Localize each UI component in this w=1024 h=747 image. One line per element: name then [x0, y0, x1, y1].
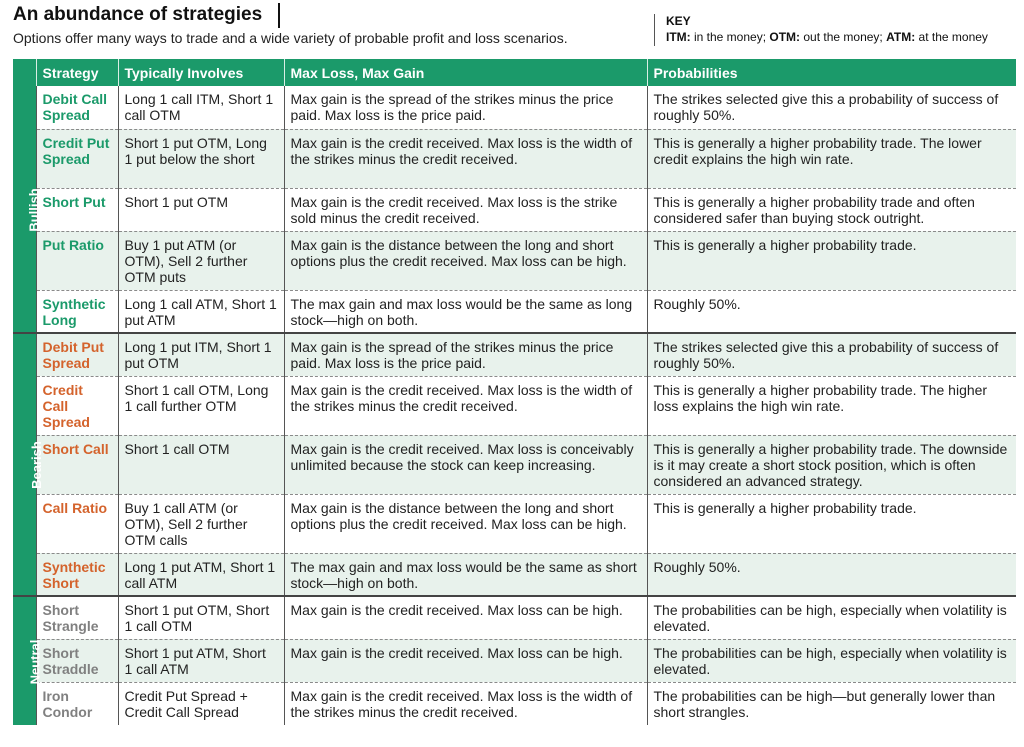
column-header-probabilities: Probabilities [646, 59, 1016, 86]
maxlossgain-cell: The max gain and max loss would be the s… [283, 290, 647, 334]
maxlossgain-cell: The max gain and max loss would be the s… [283, 553, 647, 597]
key-text: ITM: in the money; OTM: out the money; A… [666, 29, 988, 45]
group-label-bullish: Bullish [13, 86, 42, 334]
table-row: Synthetic Long Long 1 call ATM, Short 1 … [13, 290, 1016, 334]
table-row: Short Put Short 1 put OTM Max gain is th… [13, 188, 1016, 232]
involves-cell: Long 1 call ITM, Short 1 call OTM [117, 86, 284, 130]
strategies-table: Strategy Typically Involves Max Loss, Ma… [13, 59, 1016, 725]
strategy-cell: Credit Put Spread [35, 129, 118, 189]
strategy-cell: Debit Call Spread [35, 86, 118, 130]
key-desc: out the money; [800, 30, 887, 44]
maxlossgain-cell: Max gain is the credit received. Max los… [283, 129, 647, 189]
text-cursor [278, 3, 280, 28]
involves-cell: Short 1 put OTM, Long 1 put below the sh… [117, 129, 284, 189]
table-row: Synthetic Short Long 1 put ATM, Short 1 … [13, 553, 1016, 597]
involves-cell: Short 1 put OTM, Short 1 call OTM [117, 596, 284, 640]
involves-cell: Buy 1 call ATM (or OTM), Sell 2 further … [117, 494, 284, 554]
key-abbr: ITM: [666, 30, 691, 44]
table-row: Iron Condor Credit Put Spread + Credit C… [13, 682, 1016, 725]
probabilities-cell: Roughly 50%. [646, 290, 1016, 334]
table-row: Bullish Debit Call Spread Long 1 call IT… [13, 86, 1016, 334]
involves-cell: Long 1 put ITM, Short 1 put OTM [117, 333, 284, 377]
involves-cell: Short 1 put ATM, Short 1 call ATM [117, 639, 284, 683]
probabilities-cell: This is generally a higher probability t… [646, 494, 1016, 554]
key-label: KEY [666, 14, 691, 28]
probabilities-cell: This is generally a higher probability t… [646, 231, 1016, 291]
strategy-cell: Short Call [35, 435, 118, 495]
probabilities-cell: The strikes selected give this a probabi… [646, 333, 1016, 377]
probabilities-cell: This is generally a higher probability t… [646, 435, 1016, 495]
strategy-cell: Short Put [35, 188, 118, 232]
involves-cell: Buy 1 put ATM (or OTM), Sell 2 further O… [117, 231, 284, 291]
key-legend: KEY ITM: in the money; OTM: out the mone… [654, 14, 988, 46]
table-row: Short Straddle Short 1 put ATM, Short 1 … [13, 639, 1016, 683]
key-desc: in the money; [690, 30, 770, 44]
group-label-neutral: Neutral [13, 596, 42, 725]
involves-cell: Short 1 call OTM [117, 435, 284, 495]
key-abbr: ATM: [886, 30, 916, 44]
page-title: An abundance of strategies [13, 4, 263, 25]
group-label-bearish: Bearish [13, 333, 44, 597]
strategy-cell: Credit Call Spread [35, 376, 118, 436]
strategy-cell: Short Strangle [35, 596, 118, 640]
strategy-cell: Put Ratio [35, 231, 118, 291]
strategy-cell: Synthetic Short [35, 553, 118, 597]
table-header-row: Strategy Typically Involves Max Loss, Ma… [13, 59, 1016, 86]
maxlossgain-cell: Max gain is the credit received. Max los… [283, 682, 647, 725]
key-abbr: OTM: [769, 30, 801, 44]
probabilities-cell: This is generally a higher probability t… [646, 376, 1016, 436]
probabilities-cell: The strikes selected give this a probabi… [646, 86, 1016, 130]
column-header-strategy: Strategy [35, 59, 118, 86]
maxlossgain-cell: Max gain is the credit received. Max los… [283, 188, 647, 232]
strategy-cell: Call Ratio [35, 494, 118, 554]
strategy-cell: Debit Put Spread [35, 333, 118, 377]
group-header-cell [13, 59, 36, 86]
maxlossgain-cell: Max gain is the credit received. Max los… [283, 376, 647, 436]
maxlossgain-cell: Max gain is the distance between the lon… [283, 231, 647, 291]
probabilities-cell: This is generally a higher probability t… [646, 129, 1016, 189]
maxlossgain-cell: Max gain is the credit received. Max los… [283, 596, 647, 640]
table-row: Put Ratio Buy 1 put ATM (or OTM), Sell 2… [13, 231, 1016, 291]
involves-cell: Credit Put Spread + Credit Call Spread [117, 682, 284, 725]
involves-cell: Short 1 call OTM, Long 1 call further OT… [117, 376, 284, 436]
table-row: Bearish Debit Put Spread Long 1 put ITM,… [13, 333, 1016, 597]
strategy-cell: Short Straddle [35, 639, 118, 683]
involves-cell: Long 1 put ATM, Short 1 call ATM [117, 553, 284, 597]
table-row: Credit Put Spread Short 1 put OTM, Long … [13, 129, 1016, 189]
involves-cell: Short 1 put OTM [117, 188, 284, 232]
strategy-cell: Synthetic Long [35, 290, 118, 334]
strategy-cell: Iron Condor [35, 682, 118, 725]
probabilities-cell: The probabilities can be high, especiall… [646, 639, 1016, 683]
table-row: Call Ratio Buy 1 call ATM (or OTM), Sell… [13, 494, 1016, 554]
probabilities-cell: This is generally a higher probability t… [646, 188, 1016, 232]
maxlossgain-cell: Max gain is the credit received. Max los… [283, 435, 647, 495]
table-row: Credit Call Spread Short 1 call OTM, Lon… [13, 376, 1016, 436]
page-subtitle: Options offer many ways to trade and a w… [13, 30, 568, 46]
probabilities-cell: Roughly 50%. [646, 553, 1016, 597]
maxlossgain-cell: Max gain is the spread of the strikes mi… [283, 333, 647, 377]
maxlossgain-cell: Max gain is the distance between the lon… [283, 494, 647, 554]
probabilities-cell: The probabilities can be high, especiall… [646, 596, 1016, 640]
maxlossgain-cell: Max gain is the spread of the strikes mi… [283, 86, 647, 130]
column-header-maxlossgain: Max Loss, Max Gain [283, 59, 647, 86]
table-row: Neutral Short Strangle Short 1 put OTM, … [13, 596, 1016, 725]
table-row: Short Call Short 1 call OTM Max gain is … [13, 435, 1016, 495]
probabilities-cell: The probabilities can be high—but genera… [646, 682, 1016, 725]
column-header-involves: Typically Involves [117, 59, 284, 86]
key-desc: at the money [915, 30, 988, 44]
involves-cell: Long 1 call ATM, Short 1 put ATM [117, 290, 284, 334]
maxlossgain-cell: Max gain is the credit received. Max los… [283, 639, 647, 683]
